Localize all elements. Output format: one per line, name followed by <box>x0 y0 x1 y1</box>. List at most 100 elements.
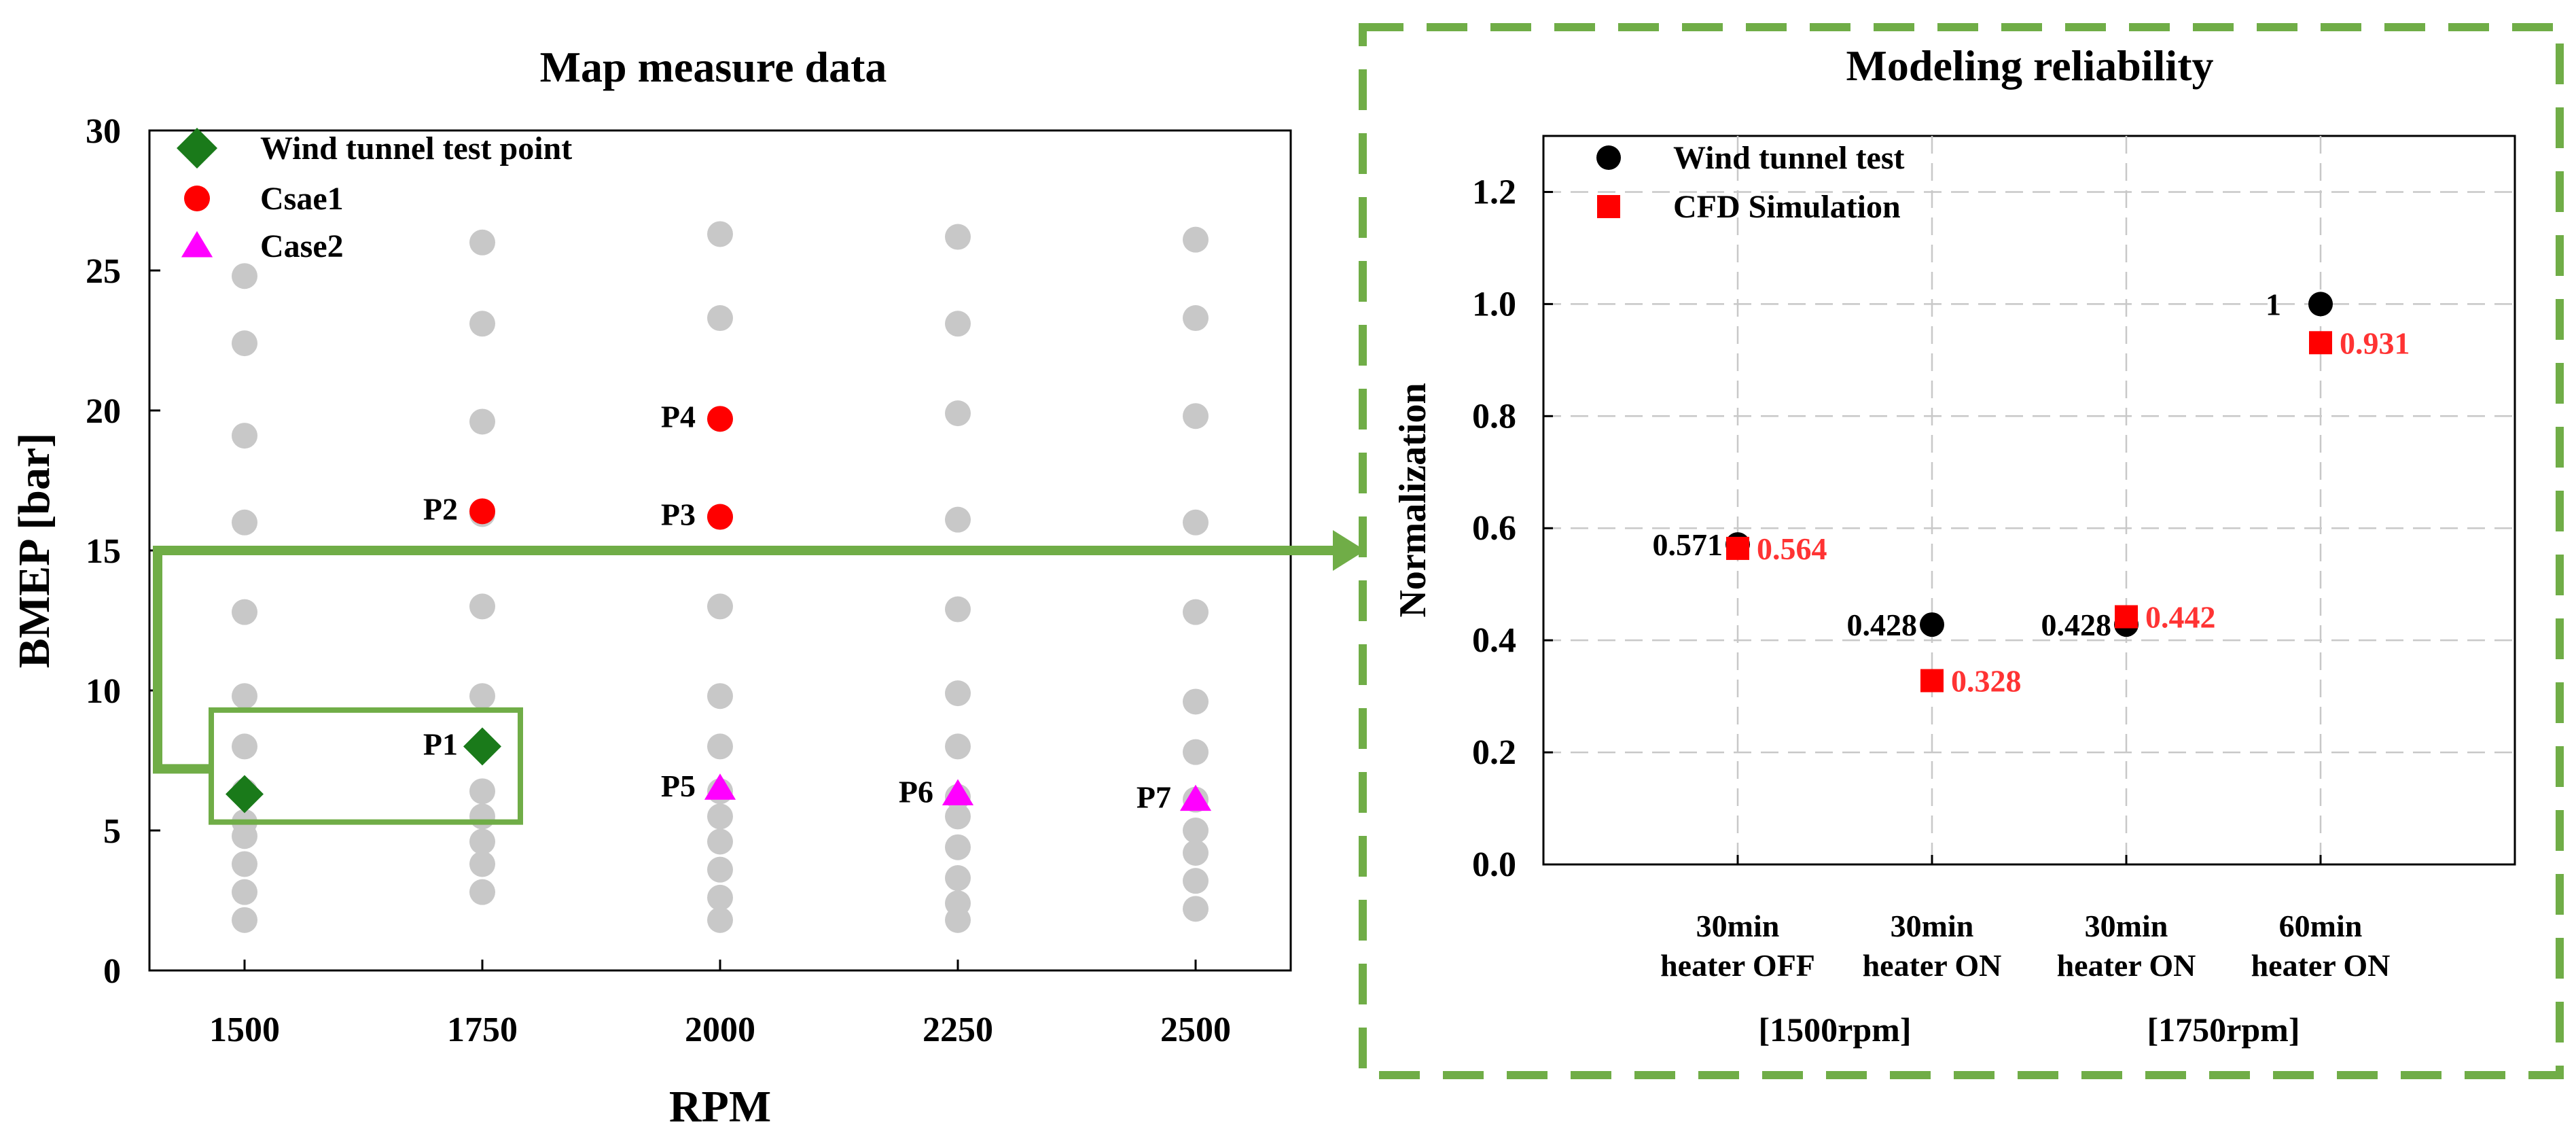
wind-tunnel-test-point <box>2308 292 2333 317</box>
right-dashed-frame <box>1359 23 2564 1079</box>
legend-wind-tunnel-marker <box>177 128 217 169</box>
right-legend: Wind tunnel test CFD Simulation <box>1596 140 1905 225</box>
case2-point <box>1179 784 1212 811</box>
right-y-tick-label: 0.6 <box>1472 509 1516 548</box>
left-x-axis-label: RPM <box>669 1082 771 1132</box>
map-point <box>707 593 733 620</box>
case1-point <box>469 498 495 525</box>
case2-point <box>704 773 736 800</box>
legend-cfd-label: CFD Simulation <box>1673 189 1901 225</box>
map-point <box>945 224 971 250</box>
cfd-simulation-point <box>2115 605 2138 629</box>
group-label: [1750rpm] <box>2147 1011 2300 1049</box>
point-label: P4 <box>661 399 696 434</box>
map-point <box>945 834 971 860</box>
wind-tunnel-point <box>226 775 264 813</box>
wind-tunnel-value-label: 0.428 <box>2041 608 2112 642</box>
map-point <box>707 828 733 855</box>
legend-case1-marker <box>184 186 210 211</box>
right-y-tick-label: 1.2 <box>1472 173 1516 211</box>
map-point <box>1183 403 1209 430</box>
map-point <box>469 683 495 709</box>
category-label: heater ON <box>1863 948 2002 983</box>
left-x-tick-label: 2500 <box>1160 1011 1231 1049</box>
map-point <box>707 305 733 332</box>
left-y-tick-label: 15 <box>86 532 121 571</box>
map-point <box>945 311 971 337</box>
right-y-tick-label: 1.0 <box>1472 285 1516 323</box>
left-x-tick-label: 2000 <box>685 1011 755 1049</box>
right-chart-title: Modeling reliability <box>1846 41 2213 90</box>
group-label: [1500rpm] <box>1759 1011 1912 1049</box>
map-point <box>707 683 733 709</box>
wind-tunnel-value-label: 0.571 <box>1653 527 1723 562</box>
left-y-tick-label: 0 <box>103 952 121 991</box>
right-y-axis-label: Normalization <box>1392 383 1434 617</box>
map-point <box>469 828 495 855</box>
map-point <box>232 330 257 357</box>
case1-point <box>707 504 733 530</box>
map-measure-chart: Map measure data 0 5 10 15 20 25 30 1500 1750 20… <box>10 43 1365 1132</box>
category-label: heater ON <box>2057 948 2196 983</box>
cfd-value-label: 0.442 <box>2145 600 2216 635</box>
map-point <box>469 803 495 830</box>
right-plot-area <box>1542 135 2516 866</box>
right-y-tick-label: 0.8 <box>1472 397 1516 436</box>
map-point <box>232 509 257 536</box>
legend-wind-tunnel-test-label: Wind tunnel test <box>1673 140 1905 176</box>
right-grid <box>1543 136 2515 864</box>
cfd-value-label: 0.328 <box>1951 664 2022 699</box>
map-point <box>1183 896 1209 922</box>
legend-case2-marker <box>181 231 213 258</box>
category-label: heater ON <box>2251 948 2391 983</box>
wind-tunnel-test-point <box>1920 612 1944 637</box>
category-label: 60min <box>2279 909 2363 943</box>
wind-tunnel-value-label: 0.428 <box>1847 608 1918 642</box>
map-point <box>1183 509 1209 536</box>
map-point <box>945 680 971 707</box>
right-y-tick-label: 0.0 <box>1472 845 1516 884</box>
map-point <box>232 683 257 709</box>
map-point <box>1183 739 1209 765</box>
left-y-axis-label: BMEP [bar] <box>10 433 59 668</box>
map-point <box>232 263 257 290</box>
category-label: 30min <box>1696 909 1780 943</box>
connector-arrowhead <box>1333 530 1365 571</box>
map-point <box>945 865 971 892</box>
map-point <box>232 733 257 760</box>
point-label: P3 <box>661 497 696 532</box>
category-label: heater OFF <box>1660 948 1815 983</box>
map-point <box>707 221 733 247</box>
map-point <box>232 423 257 449</box>
left-y-tick-label: 25 <box>86 252 121 291</box>
map-point <box>1183 818 1209 843</box>
map-point <box>945 506 971 533</box>
legend-case1-label: Csae1 <box>260 181 344 217</box>
map-point <box>945 890 971 917</box>
map-point <box>469 408 495 435</box>
right-y-tick-label: 0.2 <box>1472 733 1516 772</box>
highlight-connector <box>153 530 1365 825</box>
left-x-tick-label: 1750 <box>447 1011 518 1049</box>
map-point <box>469 311 495 337</box>
cfd-value-label: 0.931 <box>2340 326 2410 360</box>
left-y-tick-label: 5 <box>103 812 121 851</box>
left-x-tick-label: 1500 <box>209 1011 280 1049</box>
left-y-tick-label: 10 <box>86 672 121 711</box>
cfd-simulation-point <box>1920 669 1944 693</box>
map-point <box>1183 688 1209 715</box>
map-point <box>469 879 495 905</box>
left-x-axis: 1500 1750 2000 2250 2500 <box>209 960 1231 1049</box>
right-x-axis: 30min heater OFF 30min heater ON 30min heater… <box>1660 855 2390 1049</box>
cfd-simulation-point <box>1726 536 1749 560</box>
wind-tunnel-value-label: 1 <box>2266 287 2281 321</box>
connector-line <box>153 546 1337 774</box>
right-y-axis: 0.0 0.2 0.4 0.6 0.8 1.0 1.2 <box>1472 173 1553 884</box>
map-point <box>1183 839 1209 866</box>
case2-point <box>942 779 974 805</box>
map-point <box>232 599 257 625</box>
map-point <box>945 803 971 830</box>
map-point <box>945 596 971 623</box>
